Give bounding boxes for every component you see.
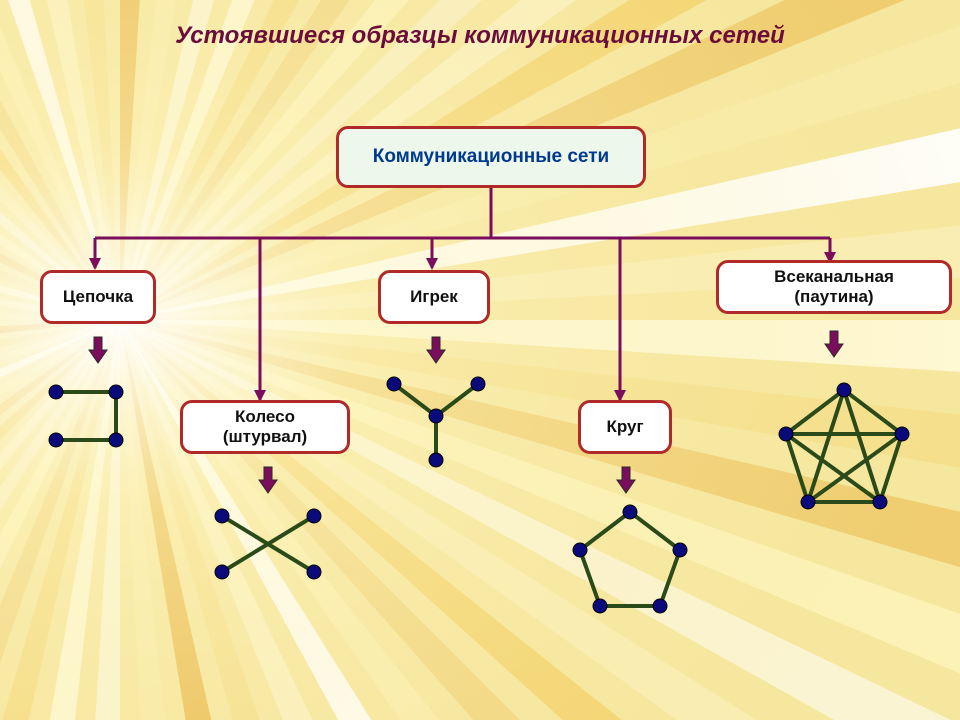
child-box-ygame: Игрек xyxy=(378,270,490,324)
child-box-chain: Цепочка xyxy=(40,270,156,324)
child-box-circle: Круг xyxy=(578,400,672,454)
child-box-label: Круг xyxy=(606,417,643,437)
child-box-label: Цепочка xyxy=(63,287,133,307)
network-ygame xyxy=(374,370,504,480)
down-arrow-icon xyxy=(258,466,278,494)
down-arrow-icon xyxy=(88,336,108,364)
network-allchan xyxy=(770,378,920,524)
child-box-allchan: Всеканальная (паутина) xyxy=(716,260,952,314)
network-circle xyxy=(566,500,696,626)
network-wheel xyxy=(196,500,346,596)
down-arrow-icon xyxy=(426,336,446,364)
child-box-wheel: Колесо (штурвал) xyxy=(180,400,350,454)
child-box-label: Колесо (штурвал) xyxy=(197,407,333,447)
child-box-label: Всеканальная (паутина) xyxy=(733,267,935,307)
down-arrow-icon xyxy=(616,466,636,494)
network-chain xyxy=(38,378,168,464)
child-box-label: Игрек xyxy=(410,287,458,307)
hierarchy-connectors xyxy=(0,0,960,720)
down-arrow-icon xyxy=(824,330,844,358)
